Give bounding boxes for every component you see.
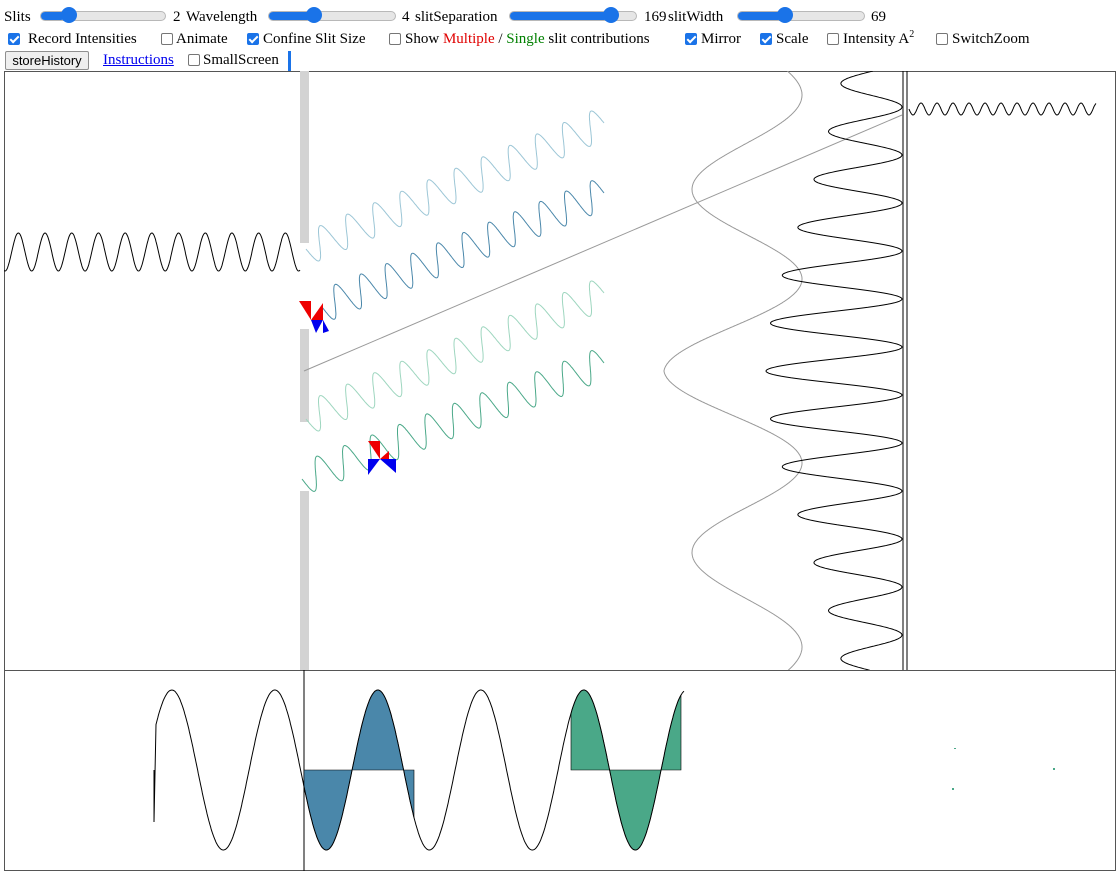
intensity-text: Intensity A bbox=[843, 31, 910, 47]
phasor-marker-2 bbox=[368, 441, 396, 475]
confine-slit-size-label: Confine Slit Size bbox=[263, 31, 366, 47]
slits-value: 2 bbox=[173, 9, 181, 25]
reference-waveform bbox=[153, 689, 685, 851]
switch-zoom-label: SwitchZoom bbox=[952, 31, 1030, 47]
mirror-label: Mirror bbox=[701, 31, 741, 47]
simulation-canvas[interactable] bbox=[4, 71, 1116, 671]
intensity-label: Intensity A2 bbox=[843, 30, 914, 48]
simulation-border bbox=[4, 71, 1116, 671]
switch-zoom-checkbox[interactable] bbox=[936, 33, 948, 45]
slit1-wave-faint bbox=[305, 110, 605, 262]
slit-width-slider[interactable] bbox=[737, 7, 865, 23]
slash-text: / bbox=[498, 31, 503, 47]
slits-slider[interactable] bbox=[40, 7, 166, 23]
text-cursor bbox=[288, 51, 291, 71]
scale-label: Scale bbox=[776, 31, 809, 47]
animate-label: Animate bbox=[176, 31, 228, 47]
show-contributions-checkbox[interactable] bbox=[389, 33, 401, 45]
mirror-checkbox[interactable] bbox=[685, 33, 697, 45]
slit1-wave bbox=[321, 180, 605, 320]
slit-width-value: 69 bbox=[871, 9, 886, 25]
single-slit-intensity-curve bbox=[663, 71, 803, 671]
animate-checkbox[interactable] bbox=[161, 33, 173, 45]
interference-intensity-curve bbox=[765, 71, 903, 671]
multiple-text: Multiple bbox=[442, 31, 495, 47]
small-screen-checkbox[interactable] bbox=[188, 54, 200, 66]
instructions-link[interactable]: Instructions bbox=[103, 52, 174, 68]
waveform-canvas bbox=[4, 670, 1116, 871]
barrier bbox=[300, 71, 309, 671]
confine-slit-size-checkbox[interactable] bbox=[247, 33, 259, 45]
store-history-button[interactable]: storeHistory bbox=[5, 51, 89, 70]
phasor-dots bbox=[952, 748, 1055, 790]
show-prefix: Show bbox=[405, 31, 440, 47]
slit2-wave bbox=[301, 350, 605, 492]
slit-separation-slider[interactable] bbox=[509, 7, 637, 23]
slit-width-label: slitWidth bbox=[668, 9, 724, 25]
slits-label: Slits bbox=[4, 9, 31, 25]
path-line bbox=[303, 114, 903, 372]
single-text: Single bbox=[506, 31, 545, 47]
record-intensities-label: Record Intensities bbox=[28, 31, 137, 47]
slit2-wave-faint bbox=[305, 280, 605, 432]
phasor-marker-1 bbox=[299, 301, 329, 333]
record-intensities-checkbox[interactable] bbox=[8, 33, 20, 45]
waveform-border bbox=[4, 670, 1116, 871]
small-screen-label: SmallScreen bbox=[203, 52, 279, 68]
show-contributions-label: Show Multiple / Single slit contribution… bbox=[405, 30, 650, 48]
intensity-superscript: 2 bbox=[909, 29, 915, 40]
wavelength-value: 4 bbox=[402, 9, 410, 25]
intensity-checkbox[interactable] bbox=[827, 33, 839, 45]
wavelength-slider[interactable] bbox=[268, 7, 396, 23]
slit-separation-label: slitSeparation bbox=[415, 9, 498, 25]
incident-wave bbox=[4, 232, 301, 272]
slit-separation-value: 169 bbox=[644, 9, 667, 25]
contributions-suffix: slit contributions bbox=[548, 31, 650, 47]
scale-checkbox[interactable] bbox=[760, 33, 772, 45]
transmitted-wave bbox=[908, 102, 1097, 116]
wavelength-label: Wavelength bbox=[186, 9, 258, 25]
